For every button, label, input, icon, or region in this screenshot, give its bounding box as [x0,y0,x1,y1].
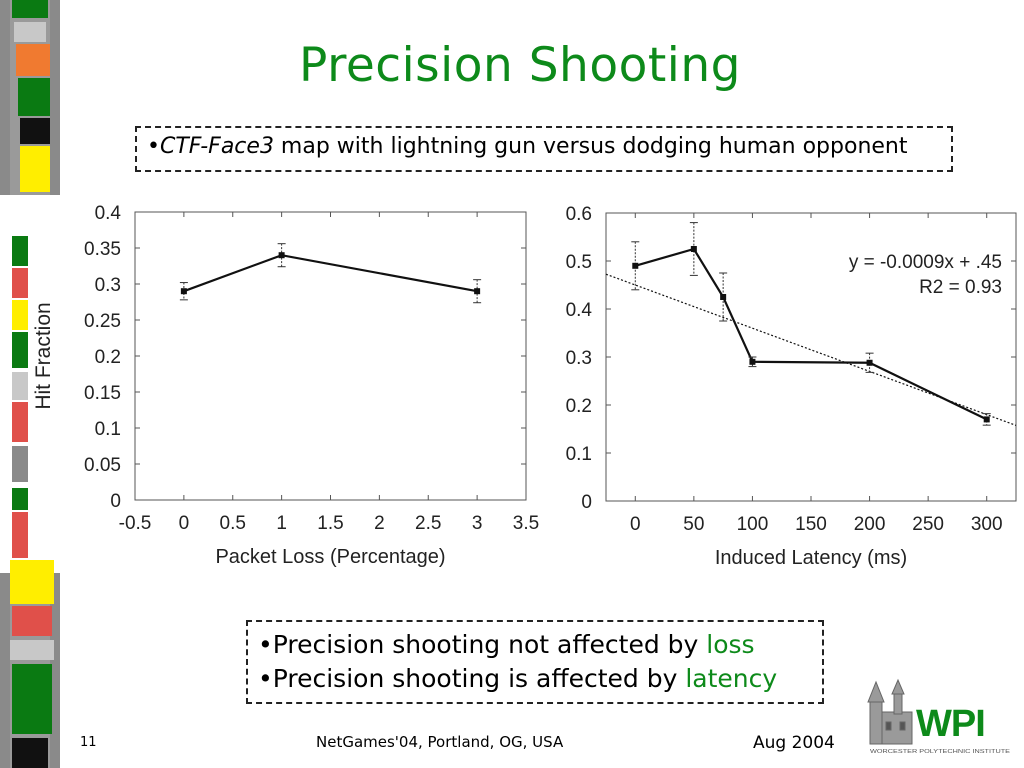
data-point [278,252,285,259]
subtitle-bullet: • [147,134,160,159]
x-tick-label: 300 [971,514,1003,535]
y-tick-label: 0.3 [95,275,121,296]
slide-title: Precision Shooting [299,38,741,93]
y-tick-label: 0.05 [84,455,121,476]
x-tick-label: 250 [912,514,944,535]
subtitle-map-name: CTF-Face3 [159,134,274,159]
wpi-logo-text: WPI [916,703,985,745]
y-tick-label: 0.2 [566,396,592,417]
x-tick-label: 3 [472,513,483,534]
y-tick-label: 0 [110,491,121,512]
x-axis-label: Packet Loss (Percentage) [215,546,445,568]
x-tick-label: 0 [630,514,641,535]
x-tick-label: 50 [683,514,704,535]
x-tick-label: 2 [374,513,385,534]
data-point [866,359,873,366]
y-tick-label: 0 [581,492,592,513]
slide-number: 11 [80,735,97,750]
data-point [180,288,187,295]
y-tick-label: 0.2 [95,347,121,368]
y-tick-label: 0.4 [566,300,593,321]
x-axis-label: Induced Latency (ms) [715,547,907,569]
chart-packet-loss: -0.5 0 0.5 1 1.5 2 2.5 3 3.5 0 0.05 0.1 0.15 0.2 0.25 0… [28,195,548,575]
data-point [474,288,481,295]
conclusions-box: •Precision shooting not affected by loss… [246,620,824,704]
plot-frame [134,211,527,501]
y-tick-label: 0.1 [95,419,121,440]
footer-date: Aug 2004 [753,733,835,753]
chart-induced-latency: 0 50 100 150 200 250 300 0 0.1 0.2 0.3 0.4 0.5 0.6 Ind… [548,195,1024,575]
conclusion-text: •Precision shooting not affected by [258,630,707,659]
data-point [749,358,756,365]
castle-icon [867,678,913,745]
data-point [690,246,697,252]
series-line [634,247,988,421]
series-line [183,254,478,293]
x-tick-label: 3.5 [513,513,539,534]
conclusion-text: •Precision shooting is affected by [258,664,686,693]
data-point [720,294,727,300]
conclusion-highlight: loss [706,630,755,659]
x-tick-label: 0 [179,513,190,534]
footer-conference: NetGames'04, Portland, OG, USA [316,733,564,751]
x-tick-label: -0.5 [119,513,152,534]
wpi-logo-caption: WORCESTER POLYTECHNIC INSTITUTE [870,749,1011,755]
data-point [632,262,639,269]
y-tick-label: 0.25 [84,311,121,332]
decorative-sidebar [0,0,60,768]
x-tick-label: 2.5 [415,513,441,534]
x-tick-label: 200 [854,514,886,535]
chart-packet-loss-svg: -0.5 0 0.5 1 1.5 2 2.5 3 3.500.050.10.150.20.250… [32,203,539,568]
x-tick-label: 1.5 [317,513,343,534]
y-tick-label: 0.5 [566,252,592,273]
chart-annotation: y = -0.0009x + .45 [849,252,1002,273]
subtitle-box: •CTF-Face3 map with lightning gun versus… [135,126,953,172]
y-tick-label: 0.3 [566,348,592,369]
x-tick-label: 100 [737,514,769,535]
y-tick-label: 0.6 [566,204,592,225]
x-tick-label: 0.5 [220,513,246,534]
chart-annotation: R2 = 0.93 [919,277,1002,298]
x-tick-label: 150 [795,514,827,535]
y-tick-label: 0.4 [95,203,122,224]
y-tick-label: 0.35 [84,239,121,260]
data-point [983,416,990,423]
wpi-logo: WPI WORCESTER POLYTECHNIC INSTITUTE [867,678,1011,755]
y-tick-label: 0.15 [84,383,121,404]
subtitle-text: map with lightning gun versus dodging hu… [273,134,908,159]
chart-induced-latency-svg: 0 50 100 150 200 250 300 0 0.1 0.2 0.3 0.4 0.5 0.6 Ind… [566,204,1017,569]
conclusion-highlight: latency [685,664,778,693]
conclusion-item: •Precision shooting not affected by loss [258,628,822,662]
conclusion-item: •Precision shooting is affected by laten… [258,662,822,696]
y-axis-label: Hit Fraction [32,302,55,409]
y-tick-label: 0.1 [566,444,592,465]
x-tick-label: 1 [276,513,287,534]
